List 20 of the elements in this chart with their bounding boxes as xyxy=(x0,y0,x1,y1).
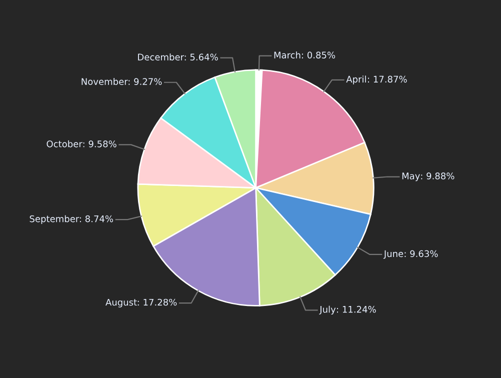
slice-label: July xyxy=(319,306,336,315)
data-label: : 5.64% xyxy=(184,54,218,60)
slice-label: September xyxy=(30,215,80,224)
slice-label: December xyxy=(138,53,184,60)
data-label: : 8.74% xyxy=(80,215,114,222)
data-label: : 9.27% xyxy=(128,78,162,85)
slice-label: April xyxy=(346,76,366,84)
data-label: : 17.28% xyxy=(138,298,177,306)
slice-label: May xyxy=(402,172,420,182)
data-label: : 17.87% xyxy=(368,76,407,83)
data-label: : 0.85% xyxy=(302,52,336,58)
data-label: : 9.63% xyxy=(404,250,438,258)
data-label: : 9.88% xyxy=(421,172,454,180)
data-label: : 11.24% xyxy=(337,306,376,313)
data-label: : 9.58% xyxy=(83,140,116,148)
slice-label: November xyxy=(82,78,128,85)
slice-label: October xyxy=(46,140,82,148)
slice-label: March xyxy=(274,51,300,58)
slice-label: June xyxy=(383,250,404,259)
slice-label: August xyxy=(106,298,137,308)
